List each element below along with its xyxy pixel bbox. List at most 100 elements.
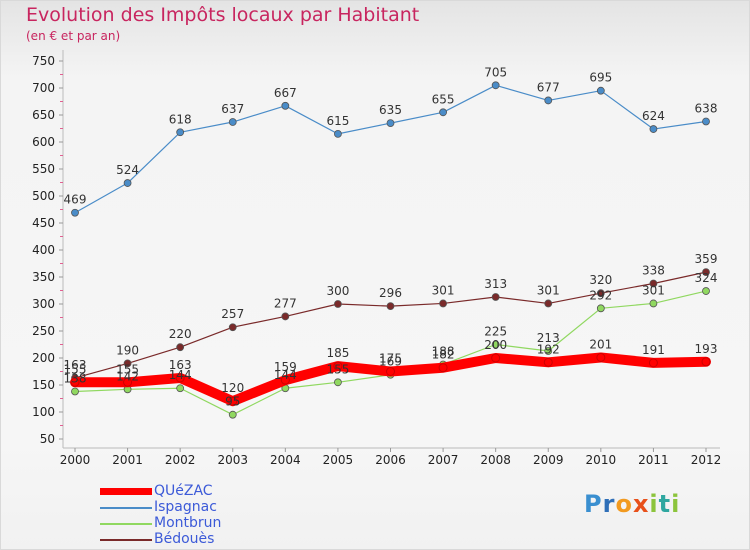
data-point bbox=[439, 108, 447, 117]
y-tick-label: 100 bbox=[32, 405, 55, 419]
data-label: 615 bbox=[326, 114, 349, 128]
data-point bbox=[175, 373, 185, 383]
data-label: 677 bbox=[537, 80, 560, 94]
y-tick-label: 200 bbox=[32, 351, 55, 365]
x-tick-label: 2000 bbox=[60, 453, 91, 467]
data-label: 301 bbox=[642, 283, 665, 297]
data-point bbox=[386, 367, 395, 376]
data-label: 169 bbox=[379, 355, 402, 369]
chart-subtitle: (en € et par an) bbox=[26, 29, 121, 43]
data-label: 637 bbox=[221, 102, 244, 116]
data-point bbox=[176, 128, 185, 137]
data-label: 95 bbox=[225, 395, 240, 409]
legend-swatch-montbrun bbox=[100, 523, 152, 525]
data-label: 192 bbox=[537, 342, 560, 356]
x-tick-label: 2003 bbox=[217, 453, 248, 467]
data-label: 190 bbox=[116, 343, 139, 357]
data-point bbox=[123, 179, 132, 187]
y-tick-label: 300 bbox=[32, 297, 55, 311]
data-point bbox=[596, 86, 605, 95]
legend-label-bedoues: Bédouès bbox=[154, 531, 215, 547]
data-label: 159 bbox=[274, 360, 297, 374]
x-tick-label: 2011 bbox=[638, 453, 669, 467]
data-label: 338 bbox=[642, 263, 665, 277]
data-point bbox=[123, 377, 133, 387]
data-label: 300 bbox=[326, 284, 349, 298]
data-label: 301 bbox=[537, 283, 560, 297]
data-point bbox=[544, 347, 553, 355]
data-label: 144 bbox=[169, 368, 192, 382]
data-label: 695 bbox=[589, 71, 612, 85]
data-label: 618 bbox=[169, 112, 192, 126]
line-chart: 50 100 150 200 250 300 350 400 450 500 550 600 650 70… bbox=[32, 50, 722, 467]
data-point bbox=[491, 340, 500, 349]
y-tick-label: 550 bbox=[32, 162, 55, 176]
legend-swatch-ispagnac bbox=[100, 507, 152, 509]
x-tick-label: 2010 bbox=[586, 453, 617, 467]
data-label: 655 bbox=[432, 92, 455, 106]
data-point bbox=[176, 384, 185, 393]
data-point bbox=[228, 118, 237, 126]
data-label: 201 bbox=[589, 337, 612, 351]
logo-letter: P bbox=[584, 490, 603, 518]
data-point bbox=[596, 304, 605, 313]
data-label: 324 bbox=[695, 271, 718, 285]
y-tick-label: 50 bbox=[40, 432, 55, 446]
data-label: 138 bbox=[64, 371, 87, 385]
x-tick-label: 2008 bbox=[480, 453, 511, 467]
legend-label-ispagnac: Ispagnac bbox=[154, 499, 217, 515]
y-tick-label: 150 bbox=[32, 378, 55, 392]
data-point bbox=[544, 96, 553, 105]
logo-letter: i bbox=[671, 490, 681, 518]
data-label: 359 bbox=[695, 252, 718, 266]
legend-label-montbrun: Montbrun bbox=[154, 515, 222, 531]
data-label: 191 bbox=[642, 343, 665, 357]
data-label: 638 bbox=[695, 101, 718, 115]
data-label: 120 bbox=[221, 381, 244, 395]
data-label: 624 bbox=[642, 109, 665, 123]
data-point bbox=[71, 208, 79, 217]
data-label: 705 bbox=[484, 65, 507, 79]
data-label: 142 bbox=[116, 369, 139, 383]
data-label: 292 bbox=[589, 288, 612, 302]
x-tick-label: 2006 bbox=[375, 453, 406, 467]
y-tick-label: 650 bbox=[32, 108, 55, 122]
data-label: 524 bbox=[116, 163, 139, 177]
x-tick-label: 2004 bbox=[270, 453, 301, 467]
x-tick-label: 2012 bbox=[691, 453, 722, 467]
data-point bbox=[334, 378, 342, 387]
data-label: 188 bbox=[432, 344, 455, 358]
x-tick-label: 2005 bbox=[323, 453, 354, 467]
logo-letter: i bbox=[649, 490, 659, 518]
data-point bbox=[176, 343, 185, 352]
data-label: 635 bbox=[379, 103, 402, 117]
data-point bbox=[334, 129, 342, 138]
data-point bbox=[334, 300, 342, 308]
data-point bbox=[438, 363, 448, 373]
data-point bbox=[228, 323, 237, 332]
data-point bbox=[71, 387, 79, 396]
data-label: 213 bbox=[537, 331, 560, 345]
data-label: 277 bbox=[274, 296, 297, 310]
logo-letter: o bbox=[615, 490, 633, 518]
data-point bbox=[386, 302, 395, 311]
data-point bbox=[596, 289, 605, 298]
data-point bbox=[386, 119, 395, 127]
data-label: 163 bbox=[169, 358, 192, 372]
data-label: 175 bbox=[379, 352, 402, 366]
data-point bbox=[491, 293, 500, 301]
data-label: 200 bbox=[484, 338, 507, 352]
data-label: 257 bbox=[221, 307, 244, 321]
data-label: 301 bbox=[432, 283, 455, 297]
data-label: 469 bbox=[64, 193, 87, 207]
data-label: 220 bbox=[169, 327, 192, 341]
data-label: 320 bbox=[589, 273, 612, 287]
x-tick-label: 2001 bbox=[112, 453, 143, 467]
data-point bbox=[701, 357, 711, 367]
data-label: 225 bbox=[484, 325, 507, 339]
data-point bbox=[281, 312, 290, 321]
data-label: 185 bbox=[326, 346, 349, 360]
data-label: 155 bbox=[326, 362, 349, 376]
data-point bbox=[544, 299, 553, 308]
y-tick-label: 450 bbox=[32, 216, 55, 230]
